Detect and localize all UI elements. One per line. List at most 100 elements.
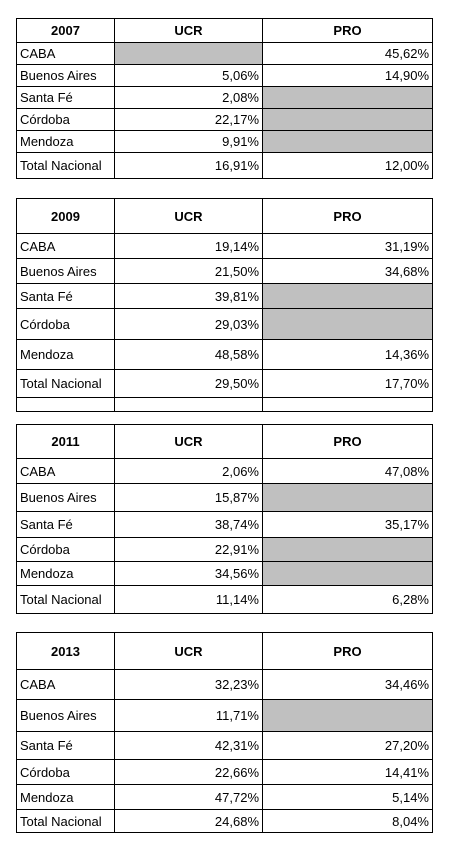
table-2007: 2007 UCR PRO CABA 45,62% Buenos Aires 5,… [16,18,433,179]
ucr-cell: 2,08% [114,86,263,109]
province-cell: Mendoza [16,339,115,370]
pro-cell-empty [262,108,433,131]
table-row: Mendoza 47,72% 5,14% [16,784,433,810]
pro-cell-empty [262,483,433,512]
province-cell: Córdoba [16,759,115,785]
table-row: CABA 45,62% [16,42,433,65]
pro-header: PRO [262,198,433,234]
table-row: Santa Fé 2,08% [16,86,433,109]
ucr-cell: 29,03% [114,308,263,340]
ucr-cell: 5,06% [114,64,263,87]
table-row: Buenos Aires 21,50% 34,68% [16,258,433,284]
ucr-cell: 22,66% [114,759,263,785]
province-cell: Total Nacional [16,152,115,179]
table-row: Santa Fé 38,74% 35,17% [16,511,433,538]
table-row: Mendoza 34,56% [16,561,433,586]
pro-cell: 6,28% [262,585,433,614]
table-row: Córdoba 29,03% [16,308,433,340]
ucr-cell: 11,71% [114,699,263,732]
pro-header: PRO [262,18,433,43]
pro-cell-empty [262,699,433,732]
pro-cell-empty [262,130,433,153]
table-row: Córdoba 22,66% 14,41% [16,759,433,785]
province-cell: Total Nacional [16,809,115,833]
table-row-total: Total Nacional 16,91% 12,00% [16,152,433,179]
table-header-row: 2011 UCR PRO [16,424,433,459]
blank-cell [16,397,115,412]
table-row: Santa Fé 39,81% [16,283,433,309]
province-cell: Córdoba [16,537,115,562]
province-cell: Córdoba [16,308,115,340]
ucr-header: UCR [114,632,263,670]
table-row: CABA 32,23% 34,46% [16,669,433,700]
table-2009: 2009 UCR PRO CABA 19,14% 31,19% Buenos A… [16,198,433,412]
pro-cell: 12,00% [262,152,433,179]
pro-header: PRO [262,424,433,459]
province-cell: Mendoza [16,561,115,586]
ucr-header: UCR [114,424,263,459]
year-header: 2007 [16,18,115,43]
province-cell: Total Nacional [16,585,115,614]
province-cell: Buenos Aires [16,699,115,732]
ucr-cell: 19,14% [114,233,263,259]
blank-cell [262,397,433,412]
province-cell: CABA [16,458,115,484]
pro-cell: 47,08% [262,458,433,484]
province-cell: Córdoba [16,108,115,131]
province-cell: CABA [16,233,115,259]
pro-cell: 45,62% [262,42,433,65]
pro-cell: 34,46% [262,669,433,700]
table-row: Buenos Aires 15,87% [16,483,433,512]
year-header: 2009 [16,198,115,234]
ucr-cell: 16,91% [114,152,263,179]
ucr-cell: 24,68% [114,809,263,833]
ucr-cell: 42,31% [114,731,263,760]
table-row: Córdoba 22,17% [16,108,433,131]
pro-cell: 27,20% [262,731,433,760]
ucr-cell-empty [114,42,263,65]
province-cell: Santa Fé [16,283,115,309]
table-row-total: Total Nacional 24,68% 8,04% [16,809,433,833]
province-cell: Mendoza [16,130,115,153]
pro-cell: 14,41% [262,759,433,785]
ucr-cell: 9,91% [114,130,263,153]
ucr-cell: 34,56% [114,561,263,586]
ucr-cell: 22,91% [114,537,263,562]
pro-cell-empty [262,537,433,562]
pro-cell: 5,14% [262,784,433,810]
pro-cell: 34,68% [262,258,433,284]
table-row: CABA 19,14% 31,19% [16,233,433,259]
blank-cell [114,397,263,412]
pro-cell: 17,70% [262,369,433,398]
province-cell: Buenos Aires [16,483,115,512]
table-row-total: Total Nacional 29,50% 17,70% [16,369,433,398]
table-row-blank [16,397,433,412]
ucr-cell: 48,58% [114,339,263,370]
pro-cell-empty [262,283,433,309]
ucr-cell: 47,72% [114,784,263,810]
province-cell: Santa Fé [16,731,115,760]
table-row: Mendoza 48,58% 14,36% [16,339,433,370]
ucr-cell: 2,06% [114,458,263,484]
ucr-cell: 22,17% [114,108,263,131]
province-cell: CABA [16,42,115,65]
pro-cell-empty [262,86,433,109]
pro-cell: 14,90% [262,64,433,87]
pro-cell-empty [262,561,433,586]
ucr-cell: 11,14% [114,585,263,614]
ucr-cell: 29,50% [114,369,263,398]
ucr-header: UCR [114,198,263,234]
ucr-header: UCR [114,18,263,43]
table-2013: 2013 UCR PRO CABA 32,23% 34,46% Buenos A… [16,632,433,833]
pro-header: PRO [262,632,433,670]
province-cell: Total Nacional [16,369,115,398]
province-cell: Santa Fé [16,86,115,109]
pro-cell: 8,04% [262,809,433,833]
year-header: 2013 [16,632,115,670]
province-cell: Santa Fé [16,511,115,538]
table-row: Santa Fé 42,31% 27,20% [16,731,433,760]
year-header: 2011 [16,424,115,459]
table-row: Buenos Aires 11,71% [16,699,433,732]
table-row-total: Total Nacional 11,14% 6,28% [16,585,433,614]
pro-cell: 14,36% [262,339,433,370]
